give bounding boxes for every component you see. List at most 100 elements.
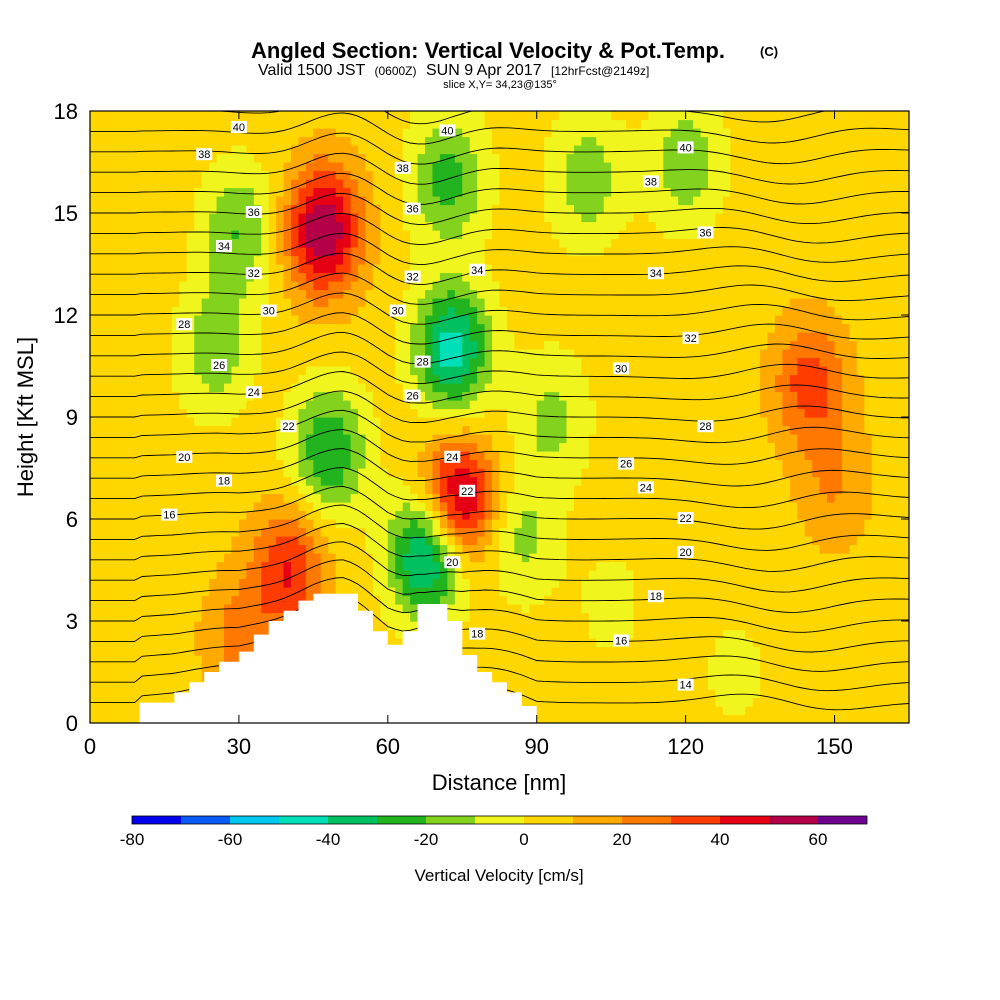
field-cell <box>119 298 128 308</box>
field-cell <box>201 247 210 257</box>
field-cell <box>544 612 553 622</box>
field-cell <box>97 332 106 342</box>
field-cell <box>134 434 143 444</box>
field-cell <box>127 247 136 257</box>
field-cell <box>291 476 300 486</box>
field-cell <box>447 119 456 129</box>
field-cell <box>261 204 270 214</box>
field-cell <box>97 451 106 461</box>
field-cell <box>462 434 471 444</box>
field-cell <box>328 179 337 189</box>
field-cell <box>559 561 568 571</box>
field-cell <box>596 434 605 444</box>
field-cell <box>194 400 203 410</box>
field-cell <box>499 247 508 257</box>
field-cell <box>402 383 411 393</box>
field-cell <box>224 468 233 478</box>
field-cell <box>417 536 426 546</box>
field-cell <box>149 255 158 265</box>
field-cell <box>276 587 285 597</box>
field-cell <box>97 136 106 146</box>
field-cell <box>216 417 225 427</box>
field-cell <box>484 374 493 384</box>
field-cell <box>104 425 113 435</box>
field-cell <box>559 621 568 631</box>
field-cell <box>97 629 106 639</box>
field-cell <box>171 672 180 682</box>
field-cell <box>387 187 396 197</box>
field-cell <box>261 527 270 537</box>
field-cell <box>157 561 166 571</box>
field-cell <box>253 595 262 605</box>
field-cell <box>380 561 389 571</box>
field-cell <box>395 357 404 367</box>
field-cell <box>343 230 352 240</box>
field-cell <box>283 570 292 580</box>
field-cell <box>506 638 515 648</box>
field-cell <box>492 196 501 206</box>
field-cell <box>97 697 106 707</box>
field-cell <box>305 374 314 384</box>
field-cell <box>313 459 322 469</box>
field-cell <box>238 519 247 529</box>
field-cell <box>506 153 515 163</box>
field-cell <box>417 519 426 529</box>
field-cell <box>246 417 255 427</box>
field-cell <box>529 264 538 274</box>
field-cell <box>566 187 575 197</box>
field-cell <box>149 383 158 393</box>
field-cell <box>268 145 277 155</box>
field-cell <box>447 417 456 427</box>
field-cell <box>559 264 568 274</box>
field-cell <box>573 663 582 673</box>
field-cell <box>402 425 411 435</box>
field-cell <box>291 264 300 274</box>
field-cell <box>439 281 448 291</box>
field-cell <box>90 153 99 163</box>
field-cell <box>164 468 173 478</box>
field-cell <box>119 153 128 163</box>
field-cell <box>90 459 99 469</box>
field-cell <box>298 374 307 384</box>
field-cell <box>171 162 180 172</box>
field-cell <box>559 247 568 257</box>
field-cell <box>194 221 203 231</box>
field-cell <box>201 612 210 622</box>
field-cell <box>164 289 173 299</box>
field-cell <box>484 289 493 299</box>
field-cell <box>134 196 143 206</box>
field-cell <box>402 255 411 265</box>
field-cell <box>335 230 344 240</box>
field-cell <box>291 306 300 316</box>
field-cell <box>283 408 292 418</box>
field-cell <box>447 170 456 180</box>
field-cell <box>142 502 151 512</box>
field-cell <box>246 238 255 248</box>
field-cell <box>194 383 203 393</box>
field-cell <box>402 612 411 622</box>
field-cell <box>581 247 590 257</box>
field-cell <box>581 119 590 129</box>
field-cell <box>462 502 471 512</box>
field-cell <box>566 459 575 469</box>
field-cell <box>551 136 560 146</box>
field-cell <box>90 434 99 444</box>
field-cell <box>209 536 218 546</box>
field-cell <box>596 706 605 716</box>
field-cell <box>477 459 486 469</box>
field-cell <box>97 595 106 605</box>
field-cell <box>372 510 381 520</box>
field-cell <box>365 578 374 588</box>
field-cell <box>492 621 501 631</box>
field-cell <box>97 289 106 299</box>
field-cell <box>112 536 121 546</box>
field-cell <box>514 425 523 435</box>
field-cell <box>291 196 300 206</box>
field-cell <box>104 527 113 537</box>
field-cell <box>186 128 195 138</box>
field-cell <box>104 493 113 503</box>
field-cell <box>112 340 121 350</box>
field-cell <box>305 247 314 257</box>
field-cell <box>134 315 143 325</box>
field-cell <box>395 340 404 350</box>
